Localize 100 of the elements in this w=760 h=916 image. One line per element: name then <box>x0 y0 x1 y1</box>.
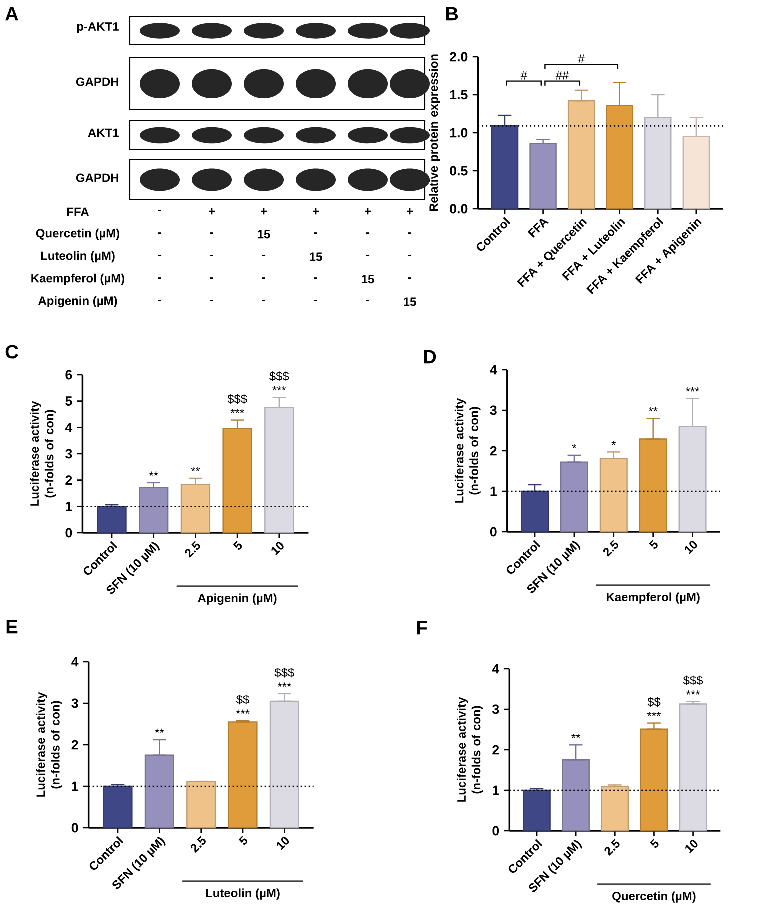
chart-title: C <box>6 345 18 359</box>
x-tick-label: 2.5 <box>604 839 620 856</box>
chart-title: F <box>417 621 428 635</box>
y-tick-label: 4 <box>490 365 498 375</box>
text: Apigenin (µM) <box>38 296 118 308</box>
annotation: ** <box>648 407 658 412</box>
text: - <box>210 300 214 302</box>
text: - <box>262 300 266 302</box>
annotation: *** <box>272 386 286 391</box>
y-tick-label: 2 <box>490 446 497 456</box>
annotation: *** <box>647 712 662 716</box>
x-axis-title: Apigenin (µM) <box>198 594 277 605</box>
text: AKT1 <box>88 128 119 138</box>
y-axis-title: Luciferase activity (n-folds of con) <box>457 697 484 802</box>
annotation: ## <box>556 71 570 80</box>
x-tick-label: 5 <box>650 839 659 848</box>
text: GAPDH <box>76 78 118 86</box>
text: + <box>365 208 372 215</box>
y-tick-label: 1.0 <box>450 128 468 138</box>
x-tick-label: 5 <box>233 541 242 550</box>
annotation: $$$ <box>683 676 704 686</box>
text: - <box>158 278 162 279</box>
annotation: *** <box>686 690 700 695</box>
text: - <box>366 232 370 234</box>
y-tick-label: 0.5 <box>450 166 468 176</box>
text: + <box>407 208 414 215</box>
text: - <box>314 232 318 234</box>
x-tick-label: 5 <box>238 836 248 845</box>
x-tick-label: 10 <box>685 840 698 854</box>
annotation: *** <box>230 409 244 414</box>
annotation: # <box>520 71 528 80</box>
x-tick-label: 10 <box>684 541 698 554</box>
annotation: ** <box>155 728 164 734</box>
y-tick-label: 3 <box>490 406 497 416</box>
chart-title: D <box>424 350 436 364</box>
x-tick-label: 2.5 <box>185 541 200 558</box>
y-tick-label: 5 <box>66 396 72 406</box>
annotation: ** <box>572 734 581 738</box>
annotation: $$ <box>236 694 250 705</box>
y-tick-label: 1 <box>490 486 497 496</box>
y-tick-label: 2 <box>72 740 78 750</box>
text: - <box>408 255 412 256</box>
annotation: * <box>612 441 616 446</box>
x-axis-title: Quercetin (µM) <box>612 892 696 903</box>
text: FFA <box>67 208 90 216</box>
y-tick-label: 0 <box>72 823 78 833</box>
y-axis-title: Relative protein expression <box>429 54 440 212</box>
text: 15 <box>362 275 374 284</box>
text: - <box>262 278 266 279</box>
annotation: *** <box>236 710 250 714</box>
chart-title: E <box>6 620 18 634</box>
annotation: ** <box>191 467 200 472</box>
y-tick-label: 1 <box>72 782 78 792</box>
text: GAPDH <box>76 174 118 182</box>
text: p-AKT1 <box>77 22 119 34</box>
y-tick-label: 3 <box>66 449 72 459</box>
annotation: $$$ <box>270 372 290 382</box>
y-tick-label: 3 <box>492 704 500 714</box>
text: - <box>408 232 412 234</box>
x-tick-label: 2.5 <box>603 540 619 558</box>
x-axis-title: Kaempferol (µM) <box>607 592 700 604</box>
text: - <box>408 278 412 279</box>
annotation: ** <box>149 472 158 476</box>
text: Luteolin (µM) <box>41 251 115 263</box>
x-tick-label: 2.5 <box>190 836 206 854</box>
y-tick-label: 4 <box>72 657 79 667</box>
text: - <box>158 210 162 212</box>
y-tick-label: 4 <box>65 423 73 432</box>
text: - <box>314 300 318 302</box>
y-tick-label: 6 <box>66 370 72 380</box>
annotation: $$$ <box>274 668 294 678</box>
annotation: $$ <box>648 697 661 708</box>
annotation: *** <box>278 682 292 687</box>
text: A <box>6 7 18 21</box>
y-tick-label: 0 <box>492 826 500 836</box>
text: - <box>210 278 214 279</box>
text: Quercetin (µM) <box>36 228 120 240</box>
text: - <box>158 232 162 234</box>
y-tick-label: 4 <box>492 664 500 674</box>
text: 15 <box>310 252 322 262</box>
text: Kaempferol (µM) <box>32 274 125 286</box>
text: + <box>209 208 216 215</box>
y-tick-label: 2 <box>492 745 500 755</box>
text: - <box>210 232 214 234</box>
annotation: # <box>578 54 585 63</box>
x-tick-label: 10 <box>272 542 284 556</box>
x-tick-label: 5 <box>649 540 658 549</box>
annotation: * <box>572 444 577 448</box>
y-tick-label: 1 <box>66 502 72 512</box>
y-tick-label: 0 <box>490 527 497 537</box>
y-tick-label: 2.0 <box>450 52 468 62</box>
chart-title: B <box>446 7 458 21</box>
x-axis-title: Luteolin (µM) <box>206 888 280 900</box>
text: + <box>261 208 268 215</box>
y-axis-title: Luciferase activity (n-folds of con) <box>36 692 62 797</box>
y-axis-title: Luciferase activity (n-folds of con) <box>454 398 481 503</box>
x-tick-label: 10 <box>276 837 290 850</box>
y-tick-label: 1.5 <box>450 90 468 100</box>
y-tick-label: 0.0 <box>450 204 468 214</box>
text: - <box>210 255 214 256</box>
